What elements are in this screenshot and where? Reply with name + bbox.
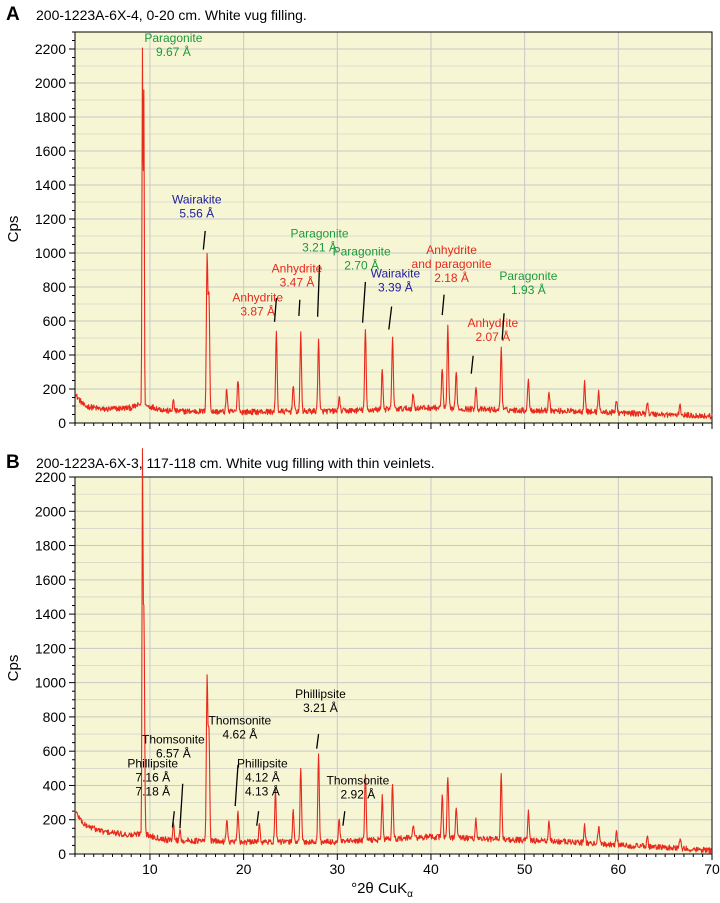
y-tick-label: 800 [43, 709, 67, 725]
x-tick-label: 20 [236, 861, 252, 877]
y-tick-label: 2200 [35, 469, 66, 485]
y-axis: 0 200 400 600 800 1000 1200 1400 1600 1800 2000 220… [35, 469, 75, 862]
y-tick-label: 400 [43, 347, 67, 363]
x-axis [74, 423, 713, 429]
peak-annotation: Thomsonite 4.62 Å [209, 714, 272, 742]
y-tick-label: 2000 [35, 75, 66, 91]
x-tick-label: 70 [704, 861, 720, 877]
peak-annotation: Phillipsite 3.21 Å [295, 687, 346, 715]
peak-annotation: Phillipsite 7.16 Å 7.18 Å [127, 756, 178, 798]
peak-annotation: Thomsonite 2.92 Å [327, 774, 390, 802]
peak-annotations: Paragonite 9.67 Å Wairakite 5.56 Å Paragonit… [144, 31, 558, 374]
peak-annotation: Wairakite 5.56 Å [172, 193, 222, 221]
panel-a-title: 200-1223A-6X-4, 0-20 cm. White vug filli… [36, 7, 307, 23]
y-tick-label: 600 [43, 313, 67, 329]
annotation-leader-line [388, 306, 393, 330]
y-tick-label: 1000 [35, 245, 66, 261]
annotation-leader-line [501, 313, 505, 340]
peak-annotation: Paragonite 9.67 Å [144, 31, 202, 59]
y-tick-label: 600 [43, 743, 67, 759]
y-tick-label: 1000 [35, 675, 66, 691]
y-tick-label: 200 [43, 381, 67, 397]
annotation-leader-line [179, 783, 184, 829]
peak-annotation: Anhydrite and paragonite 2.18 Å [412, 243, 492, 285]
peak-annotation: Paragonite 2.70 Å [333, 245, 391, 273]
peak-annotation: Paragonite 1.93 Å [499, 269, 557, 297]
y-tick-label: 1400 [35, 177, 66, 193]
y-tick-label: 1200 [35, 211, 66, 227]
annotation-leader-line [470, 355, 474, 374]
annotation-leader-line [202, 230, 206, 250]
diffractogram-series [74, 47, 713, 420]
y-tick-label: 1800 [35, 109, 66, 125]
y-tick-label: 0 [58, 415, 66, 431]
annotation-leader-line [361, 281, 367, 323]
x-tick-label: 40 [423, 861, 439, 877]
panel-b-y-axis-label: Cps [5, 655, 22, 682]
y-tick-label: 2000 [35, 503, 66, 519]
x-tick-label: 10 [142, 861, 158, 877]
panel-a-letter: A [6, 4, 20, 25]
y-tick-label: 1400 [35, 606, 66, 622]
annotation-leader-line [171, 811, 175, 828]
peak-annotation: Thomsonite 6.57 Å [142, 732, 205, 760]
panel-a: A 200-1223A-6X-4, 0-20 cm. White vug fil… [5, 4, 713, 431]
annotation-leader-line [316, 264, 321, 317]
annotation-leader-line [298, 299, 301, 316]
y-tick-label: 1800 [35, 538, 66, 554]
x-tick-label: 50 [517, 861, 533, 877]
peak-annotation: Phillipsite 4.12 Å 4.13 Å [237, 756, 288, 798]
y-tick-label: 1600 [35, 143, 66, 159]
y-tick-label: 400 [43, 777, 67, 793]
peak-annotation: Anhydrite 3.47 Å [272, 262, 323, 290]
peak-annotation: Paragonite 3.21 Å [290, 227, 348, 255]
y-tick-label: 2200 [35, 41, 66, 57]
annotation-leader-line [256, 811, 260, 826]
x-axis-title: °2θ CuKα [351, 880, 413, 900]
y-axis: 0 200 400 600 800 1000 1200 1400 1600 1800 2000 220… [35, 31, 75, 431]
annotation-leader-line [234, 764, 239, 807]
y-tick-label: 200 [43, 812, 67, 828]
peak-annotation: Anhydrite 2.07 Å [467, 316, 518, 344]
panel-a-y-axis-label: Cps [5, 216, 22, 243]
y-tick-label: 1600 [35, 572, 66, 588]
y-tick-label: 800 [43, 279, 67, 295]
x-tick-label: 30 [330, 861, 346, 877]
annotation-leader-line [342, 811, 346, 826]
x-axis: 10 20 30 40 50 60 70 [74, 854, 720, 877]
peak-annotation: Anhydrite 3.87 Å [232, 290, 283, 318]
panel-b: B 200-1223A-6X-3, 117-118 cm. White vug … [5, 448, 720, 877]
x-tick-label: 60 [611, 861, 627, 877]
diffractogram-series [74, 448, 713, 854]
y-tick-label: 1200 [35, 640, 66, 656]
panel-b-title: 200-1223A-6X-3, 117-118 cm. White vug fi… [36, 455, 435, 471]
annotation-leader-line [316, 733, 320, 749]
y-tick-label: 0 [58, 846, 66, 862]
panel-b-letter: B [6, 452, 20, 473]
annotation-leader-line [273, 297, 278, 322]
peak-annotation: Wairakite 3.39 Å [371, 267, 421, 295]
annotation-leader-line [441, 294, 445, 316]
